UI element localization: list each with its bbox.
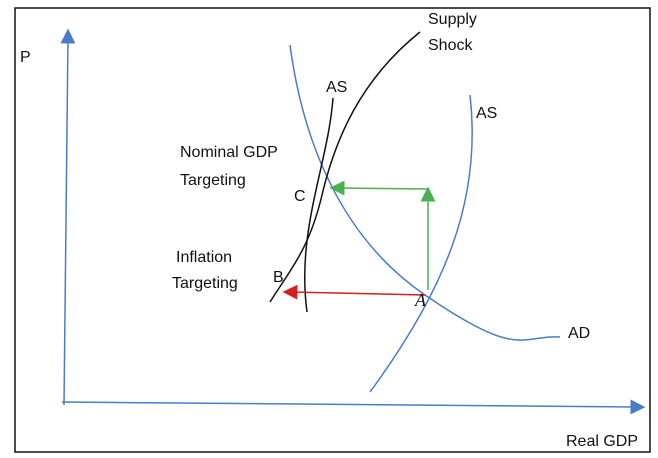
- point-label: C: [294, 188, 306, 205]
- curve-label: Supply: [428, 11, 477, 28]
- point-label: B: [273, 269, 284, 286]
- red-arrow-left: [282, 284, 426, 300]
- curve-label: AS: [326, 79, 347, 96]
- supply-shock-curve: [269, 31, 421, 303]
- x-axis: [61, 399, 646, 415]
- y-axis-label: P: [20, 49, 31, 66]
- curve-label: AD: [568, 325, 590, 342]
- curve-label: AS: [476, 105, 497, 122]
- frame: [14, 7, 651, 453]
- as-curve-left: [303, 97, 334, 313]
- ad-curve: [289, 44, 561, 341]
- curve-label: Shock: [428, 37, 473, 54]
- point-label: A: [414, 290, 427, 310]
- regime-label: Inflation: [176, 249, 232, 266]
- regime-label: Targeting: [180, 172, 246, 189]
- as-curve-right: [369, 94, 473, 393]
- x-axis-label: Real GDP: [566, 433, 638, 450]
- y-axis: [60, 28, 76, 406]
- green-arrow-left: [329, 180, 429, 196]
- regime-label: Targeting: [172, 275, 238, 292]
- regime-label: Nominal GDP: [180, 144, 278, 161]
